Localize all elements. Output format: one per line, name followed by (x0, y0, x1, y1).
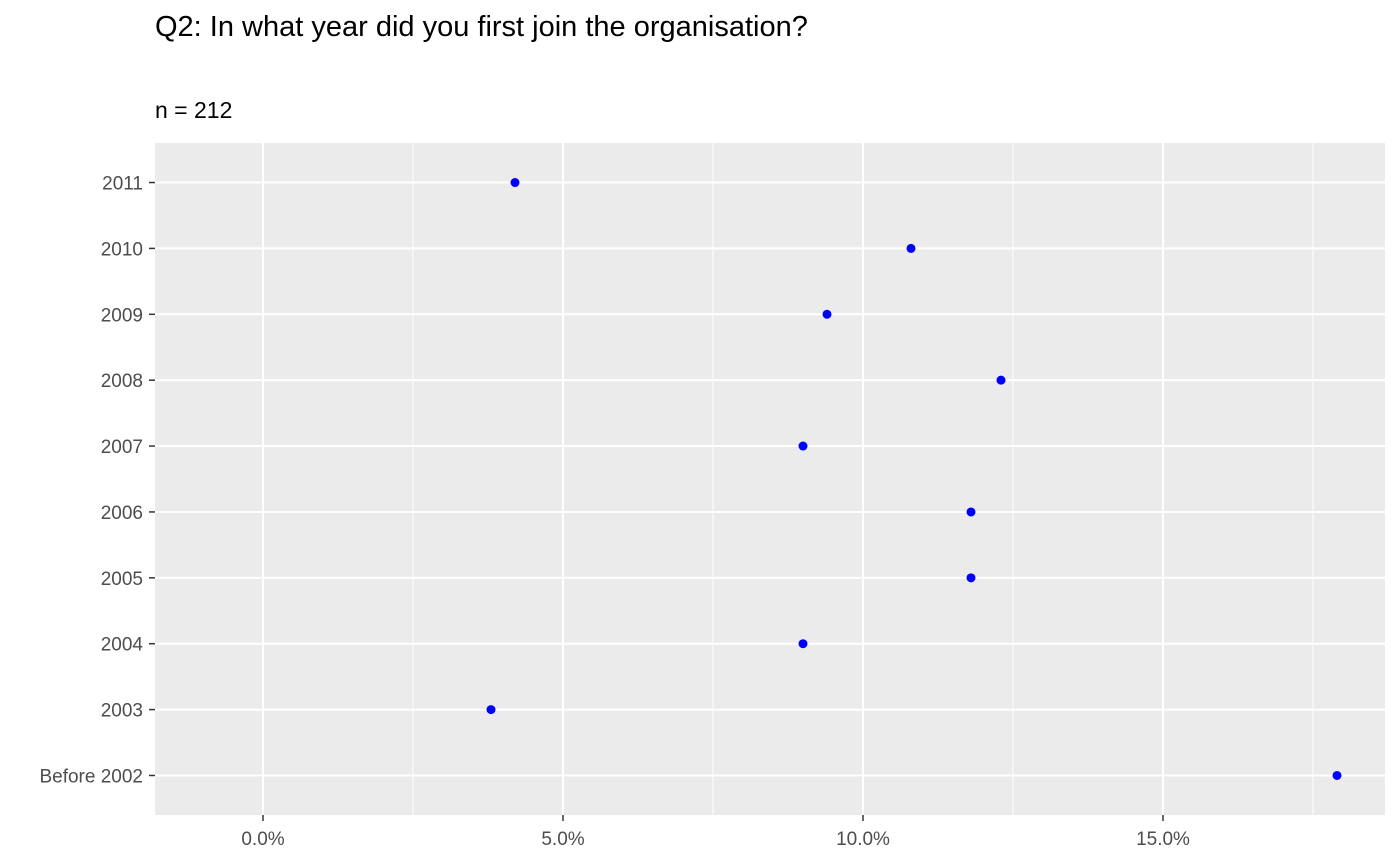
y-tick-label: 2010 (101, 239, 143, 260)
y-tick-label: Before 2002 (39, 766, 143, 787)
data-point (798, 441, 808, 451)
major-gridlines (155, 143, 1385, 815)
data-point (996, 375, 1006, 385)
x-tick-label: 15.0% (1136, 829, 1190, 850)
data-point (906, 243, 916, 253)
data-point (486, 705, 496, 715)
y-tick-label: 2011 (102, 174, 143, 195)
data-points (486, 178, 1342, 780)
chart-title: Q2: In what year did you first join the … (155, 11, 808, 43)
data-point (510, 178, 520, 188)
plot-panel (155, 143, 1385, 815)
y-tick-label: 2009 (101, 305, 143, 326)
data-point (1332, 770, 1342, 780)
y-tick-label: 2006 (101, 503, 143, 524)
y-tick-label: 2007 (101, 437, 143, 458)
y-tick-label: 2008 (101, 371, 143, 392)
x-axis: 0.0% 5.0% 10.0% 15.0% (241, 815, 1190, 850)
data-point (798, 639, 808, 649)
data-point (822, 309, 832, 319)
x-tick-label: 0.0% (241, 829, 284, 850)
x-tick-label: 10.0% (836, 829, 890, 850)
y-tick-label: 2003 (101, 701, 143, 722)
minor-gridlines (412, 143, 1314, 815)
chart-subtitle: n = 212 (155, 97, 233, 123)
x-tick-label: 5.0% (541, 829, 584, 850)
data-point (966, 507, 976, 517)
y-tick-label: 2004 (101, 635, 144, 656)
y-axis: Before 2002 2003 2004 2005 2006 2007 2008 2009 2… (39, 174, 155, 787)
y-tick-label: 2005 (101, 569, 143, 590)
data-point (966, 573, 976, 583)
